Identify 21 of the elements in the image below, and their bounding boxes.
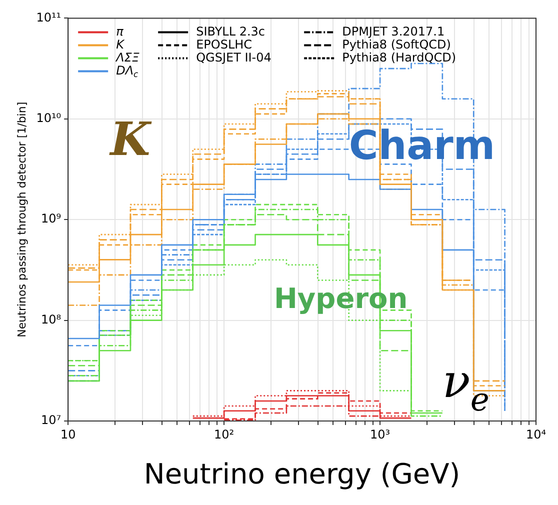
y-tick-label: 10⁷	[40, 413, 62, 428]
y-tick-label: 10⁸	[40, 312, 62, 326]
legend-label: DPMJET 3.2017.1	[342, 24, 445, 38]
annotation: K	[108, 112, 152, 166]
legend-label: SIBYLL 2.3c	[196, 24, 266, 38]
x-tick-label: 10²	[214, 427, 234, 442]
x-tick-label: 10³	[370, 427, 390, 442]
x-axis-title: Neutrino energy (GeV)	[144, 457, 460, 490]
legend-label: EPOSLHC	[196, 37, 252, 52]
y-tick-label: 10¹⁰	[36, 111, 62, 126]
legend-label: QGSJET II-04	[196, 50, 272, 64]
x-tick-label: 10⁴	[526, 427, 546, 442]
legend-label: Pythia8 (SoftQCD)	[342, 37, 451, 52]
legend-label: Pythia8 (HardQCD)	[342, 50, 456, 64]
x-tick-label: 10	[60, 427, 76, 442]
y-axis-title: Neutrinos passing through detector [1/bin]	[15, 102, 28, 338]
y-tick-label: 10⁹	[40, 212, 62, 226]
legend-label: K	[116, 37, 126, 52]
y-tick-label: 10¹¹	[36, 10, 62, 24]
legend-label: π	[116, 24, 124, 38]
legend-label: ΛΣΞ	[115, 50, 140, 64]
